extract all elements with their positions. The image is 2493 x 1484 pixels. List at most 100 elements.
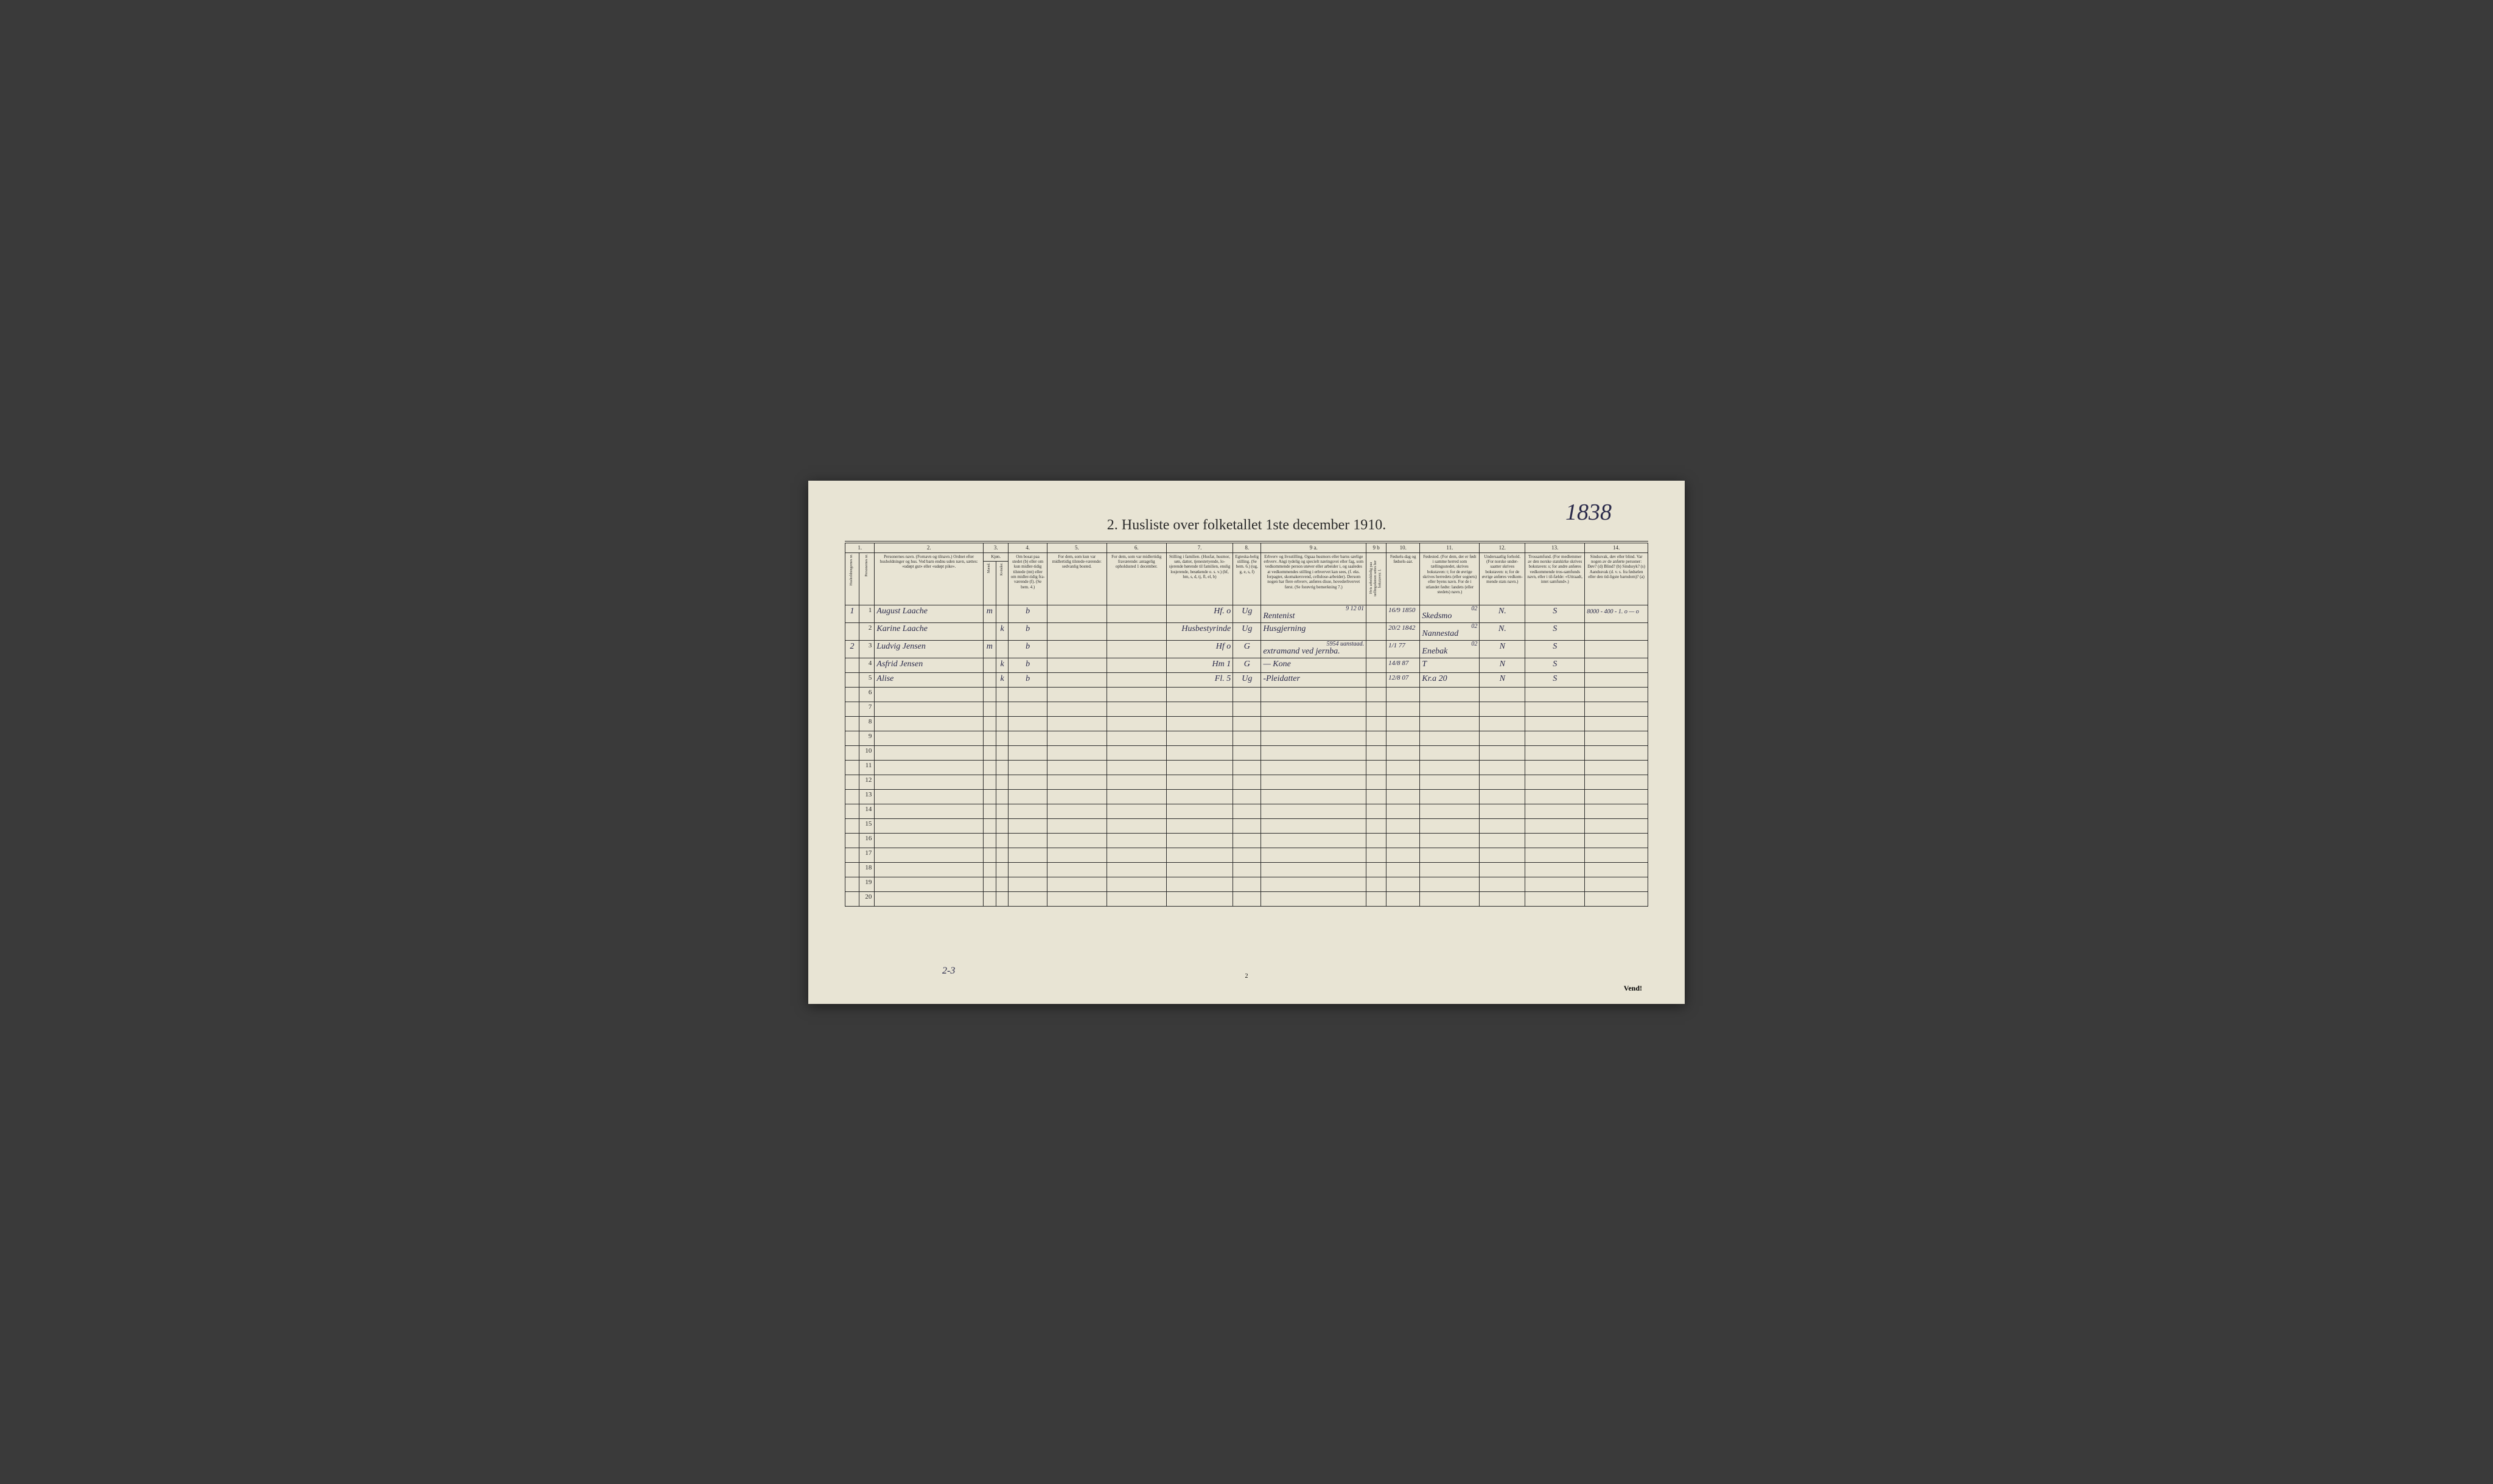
- cell-disability: [1585, 687, 1648, 702]
- cell-birthplace: T: [1420, 658, 1480, 672]
- cell-dob: [1386, 760, 1420, 775]
- table-row: 19: [845, 877, 1648, 891]
- cell-family-pos: [1166, 702, 1233, 716]
- cell-marital: Ug: [1233, 622, 1261, 640]
- cell-female: [996, 804, 1009, 818]
- cell-male: [984, 622, 996, 640]
- cell-name: [875, 848, 984, 862]
- cell-birthplace: [1420, 789, 1480, 804]
- table-row: 13: [845, 789, 1648, 804]
- cell-name: [875, 818, 984, 833]
- cell-birthplace: [1420, 731, 1480, 745]
- cell-male: [984, 775, 996, 789]
- cell-hh: [845, 818, 859, 833]
- cell-female: [996, 605, 1009, 622]
- cell-family-pos: [1166, 731, 1233, 745]
- hdr-dob: Fødsels-dag og fødsels-aar.: [1386, 552, 1420, 605]
- annotation-number: 1838: [1565, 499, 1612, 526]
- table-row: 12: [845, 775, 1648, 789]
- cell-religion: [1525, 716, 1585, 731]
- cell-male: [984, 877, 996, 891]
- cell-name: [875, 789, 984, 804]
- cell-person-num: 2: [859, 622, 875, 640]
- cell-unemployed: [1366, 716, 1386, 731]
- cell-name: Alise: [875, 672, 984, 687]
- cell-temp-absent: [1107, 658, 1166, 672]
- cell-residence: [1009, 833, 1047, 848]
- cell-unemployed: [1366, 605, 1386, 622]
- cell-female: [996, 760, 1009, 775]
- cell-dob: 14/8 87: [1386, 658, 1420, 672]
- cell-marital: [1233, 862, 1261, 877]
- cell-temp-absent: [1107, 804, 1166, 818]
- cell-hh: [845, 862, 859, 877]
- table-row: 6: [845, 687, 1648, 702]
- cell-person-num: 13: [859, 789, 875, 804]
- cell-male: [984, 804, 996, 818]
- cell-person-num: 7: [859, 702, 875, 716]
- cell-birthplace: [1420, 877, 1480, 891]
- cell-female: [996, 833, 1009, 848]
- cell-nationality: [1480, 745, 1525, 760]
- cell-residence: b: [1009, 605, 1047, 622]
- page-content: 2. Husliste over folketallet 1ste decemb…: [808, 481, 1685, 919]
- hdr-temp-present: For dem, som kun var midlertidig tilsted…: [1047, 552, 1107, 605]
- cell-hh: [845, 789, 859, 804]
- cell-residence: [1009, 745, 1047, 760]
- page-number: 2: [1245, 973, 1248, 980]
- col-num-12: 12.: [1480, 543, 1525, 552]
- cell-disability: [1585, 672, 1648, 687]
- cell-disability: [1585, 891, 1648, 906]
- cell-person-num: 6: [859, 687, 875, 702]
- cell-residence: [1009, 731, 1047, 745]
- cell-nationality: [1480, 789, 1525, 804]
- table-row: 10: [845, 745, 1648, 760]
- cell-unemployed: [1366, 789, 1386, 804]
- cell-disability: [1585, 745, 1648, 760]
- table-row: 9: [845, 731, 1648, 745]
- cell-temp-absent: [1107, 640, 1166, 658]
- cell-hh: [845, 775, 859, 789]
- cell-marital: [1233, 687, 1261, 702]
- cell-occupation: [1261, 833, 1366, 848]
- cell-marital: [1233, 833, 1261, 848]
- cell-temp-present: [1047, 833, 1107, 848]
- cell-dob: [1386, 804, 1420, 818]
- cell-hh: [845, 877, 859, 891]
- page-title: 2. Husliste over folketallet 1ste decemb…: [845, 517, 1648, 534]
- cell-dob: [1386, 775, 1420, 789]
- cell-marital: [1233, 716, 1261, 731]
- hdr-sex: Kjøn.: [984, 552, 1009, 561]
- cell-temp-absent: [1107, 891, 1166, 906]
- cell-marital: [1233, 731, 1261, 745]
- cell-name: [875, 862, 984, 877]
- cell-temp-present: [1047, 745, 1107, 760]
- cell-temp-present: [1047, 640, 1107, 658]
- cell-unemployed: [1366, 877, 1386, 891]
- cell-hh: [845, 672, 859, 687]
- cell-birthplace: [1420, 687, 1480, 702]
- cell-temp-absent: [1107, 760, 1166, 775]
- cell-disability: [1585, 702, 1648, 716]
- cell-male: [984, 672, 996, 687]
- cell-unemployed: [1366, 731, 1386, 745]
- cell-marital: [1233, 760, 1261, 775]
- col-num-2: 2.: [875, 543, 984, 552]
- cell-family-pos: Fl. 5: [1166, 672, 1233, 687]
- hdr-occupation: Erhverv og livsstilling. Ogsaa husmors e…: [1261, 552, 1366, 605]
- cell-male: [984, 745, 996, 760]
- cell-residence: b: [1009, 658, 1047, 672]
- cell-religion: [1525, 818, 1585, 833]
- cell-hh: [845, 702, 859, 716]
- hdr-nationality: Undersaatlig forhold. (For norske under-…: [1480, 552, 1525, 605]
- cell-temp-absent: [1107, 789, 1166, 804]
- cell-hh: [845, 658, 859, 672]
- cell-temp-present: [1047, 622, 1107, 640]
- cell-occupation: [1261, 891, 1366, 906]
- cell-hh: [845, 848, 859, 862]
- cell-female: [996, 862, 1009, 877]
- cell-residence: [1009, 818, 1047, 833]
- table-row: 16: [845, 833, 1648, 848]
- cell-dob: 12/8 07: [1386, 672, 1420, 687]
- cell-occupation: Husgjerning: [1261, 622, 1366, 640]
